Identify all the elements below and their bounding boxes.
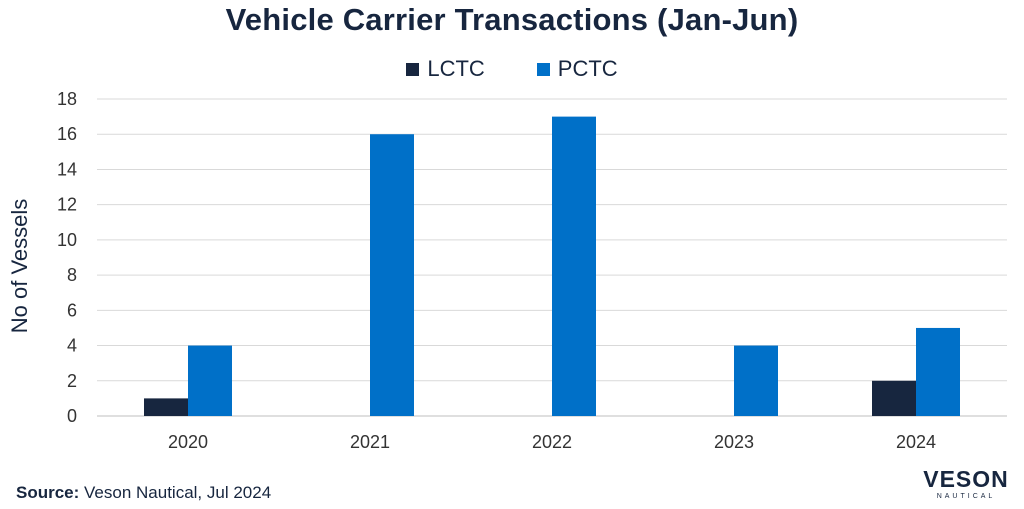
bar-pctc-2022 <box>552 116 596 416</box>
legend-item-lctc: LCTC <box>406 56 485 82</box>
legend-item-pctc: PCTC <box>536 56 618 82</box>
bars <box>144 116 960 416</box>
y-tick-label: 16 <box>57 124 77 144</box>
source-label: Source: <box>16 483 80 502</box>
bar-lctc-2024 <box>872 380 916 416</box>
y-tick-label: 12 <box>57 195 77 215</box>
y-tick-label: 2 <box>67 371 77 391</box>
y-tick-label: 0 <box>67 406 77 426</box>
veson-logo: VESON NAUTICAL <box>918 466 1014 506</box>
x-tick-label-2022: 2022 <box>532 432 572 452</box>
chart-legend: LCTC PCTC <box>0 56 1024 82</box>
legend-label-pctc: PCTC <box>557 56 618 81</box>
x-tick-label-2020: 2020 <box>168 432 208 452</box>
x-axis-ticks: 2020 2021 2022 2023 2024 <box>168 432 936 452</box>
logo-tagline: NAUTICAL <box>936 493 996 500</box>
y-tick-label: 8 <box>67 265 77 285</box>
logo-wordmark: VESON <box>923 466 1009 492</box>
y-axis-label: No of Vessels <box>7 199 32 334</box>
y-tick-label: 6 <box>67 300 77 320</box>
x-tick-label-2021: 2021 <box>350 432 390 452</box>
x-tick-label-2023: 2023 <box>714 432 754 452</box>
bar-chart: 0 2 4 6 8 10 12 14 16 18 2020 2021 2022 2023 2024 No … <box>7 89 1007 452</box>
source-note: Source: Veson Nautical, Jul 2024 <box>16 483 271 503</box>
legend-label-lctc: LCTC <box>427 56 485 81</box>
y-tick-label: 10 <box>57 230 77 250</box>
bar-pctc-2021 <box>370 134 414 416</box>
bar-pctc-2020 <box>188 345 232 416</box>
y-tick-label: 18 <box>57 89 77 109</box>
x-tick-label-2024: 2024 <box>896 432 936 452</box>
legend-swatch-pctc <box>536 62 550 76</box>
source-text: Veson Nautical, Jul 2024 <box>84 483 272 502</box>
legend-swatch-lctc <box>406 62 420 76</box>
y-axis-ticks: 0 2 4 6 8 10 12 14 16 18 <box>57 89 77 426</box>
bar-pctc-2024 <box>916 327 960 416</box>
y-tick-label: 14 <box>57 159 77 179</box>
y-tick-label: 4 <box>67 336 77 356</box>
chart-title: Vehicle Carrier Transactions (Jan-Jun) <box>225 2 799 37</box>
bar-lctc-2020 <box>144 398 188 416</box>
bar-pctc-2023 <box>734 345 778 416</box>
